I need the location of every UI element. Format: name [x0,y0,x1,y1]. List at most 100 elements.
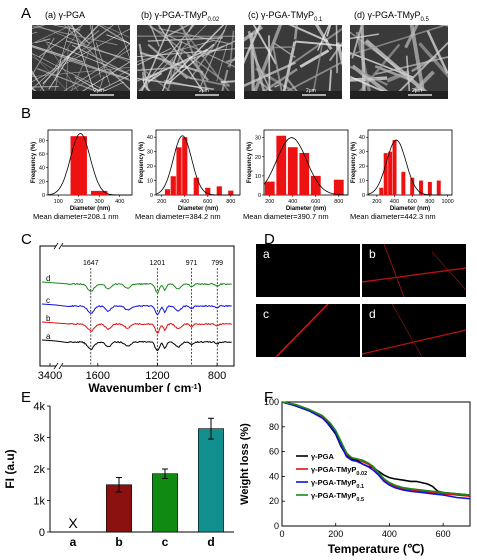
fluorescence-label-d: d [369,307,376,321]
fluorescence-intensity-chart: 0 1k 2k 3k 4k Xa b c d FI (a.u) [3,401,234,549]
sem-fiber [418,42,448,79]
sem-fiber [100,42,130,71]
sem-title-a-main: (a) γ-PGA [45,10,86,20]
sem-fiber [426,30,448,74]
tga-legend-sub-1: 0.02 [356,471,367,477]
ftir-axis-break-gap [56,363,62,369]
histogram-xtick-label: 300 [95,199,104,205]
ftir-xtick-label: 800 [208,370,226,382]
mean-diameter-b: Mean diameter=384.2 nm [135,212,221,221]
sem-fiber [34,38,51,44]
histogram-ytick-label: 0 [42,193,45,199]
histogram-bar [383,153,388,195]
sem-fiber [32,67,130,78]
sem-fiber [149,26,235,68]
sem-title-d-sub: 0.5 [420,16,429,23]
sem-title-a: (a) γ-PGA [45,10,85,20]
histogram-bar [164,189,171,195]
histogram-bar [427,182,432,195]
histogram-bar [310,175,321,195]
tga-legend-sub-2: 0.1 [356,484,364,490]
tga-legend-label-1: γ-PGA-TMyP0.02 [311,465,367,477]
bar-ylabel: FI (a.u) [3,449,17,488]
histogram-ytick-label: 80 [39,138,45,144]
tga-ytick-label: 20 [269,496,279,506]
panel-label-d: D [264,231,275,248]
fluorescence-image-b: b [362,244,466,297]
sem-fiber [227,56,235,68]
histogram-xlabel: Diameter (nm) [390,206,430,212]
ftir-axis-break-gap [56,243,62,249]
sem-fiber [101,25,130,38]
ftir-peak-label: 1647 [83,260,99,267]
histogram-ylabel: Frequency (%) [247,142,253,183]
histogram-xtick-label: 400 [390,199,399,205]
histogram-ytick-label: 20 [147,164,153,170]
sem-fiber [97,25,130,45]
sem-fiber [165,47,184,95]
sem-fiber [185,76,230,87]
histogram-xtick-label: 100 [54,199,63,205]
ftir-axis-break [58,362,64,370]
sem-fiber [180,25,209,91]
histogram-ytick-label: 20 [39,179,45,185]
tga-ytick-label: 40 [269,471,279,481]
bar-c [152,473,178,533]
sem-fiber [225,58,235,63]
histogram-bar [388,151,393,195]
ftir-frame [39,245,235,367]
histogram-ylabel: Frequency (%) [31,142,37,183]
panel-label-a: A [21,5,32,22]
sem-fiber [32,31,38,34]
bar-ytick-label: 1k [33,496,45,508]
sem-fiber [89,25,101,78]
histogram-xtick-label: 200 [265,199,274,205]
ftir-curve-label-a: a [46,332,51,341]
bar-ytick-label: 3k [33,433,45,445]
sem-fiber [81,74,130,99]
histogram-bar [170,176,176,195]
ftir-xlabel-sup: -1 [191,384,197,391]
sem-image-b: 2μm [137,25,235,99]
sem-fiber [32,28,130,82]
fluorescence-label-b: b [369,247,376,261]
fluorescence-image-d: d [362,304,466,357]
ftir-xlabel-end: ) [198,381,202,392]
sem-scalebar-label: 2μm [412,88,422,94]
histogram-ytick-label: 30 [147,150,153,156]
ftir-xtick-label: 1200 [145,370,169,382]
histogram-bar [410,177,415,195]
histogram-xtick-label: 200 [372,199,381,205]
sem-fiber [404,25,419,49]
histogram-xtick-label: 600 [408,199,417,205]
sem-fiber [294,40,342,47]
sem-fiber [88,25,114,44]
sem-scalebar-label: 2μm [306,88,316,94]
sem-fiber [66,47,69,92]
bar-category-d: d [207,535,214,549]
sem-fiber [350,65,388,86]
histogram-bar [379,187,384,195]
histogram-xtick-label: 800 [226,199,235,205]
tga-ytick-label: 60 [269,447,279,457]
sem-infobar [244,91,342,99]
sem-fiber [71,25,95,91]
tga-series-1 [281,401,471,497]
tga-legend-label-2: γ-PGA-TMyP0.1 [311,478,364,490]
histogram-bar [419,180,424,195]
sem-fiber [187,25,194,33]
histogram-ytick-label: 20 [255,155,261,161]
histogram-ytick-label: 0 [258,193,261,199]
panel-label-b: B [21,105,32,122]
sem-fiber [288,25,329,43]
bar-ytick-label: 0 [39,527,45,539]
sem-fiber [405,55,411,99]
sem-fiber [32,37,55,77]
histogram-bar [287,147,298,195]
fluorescence-image-a: a [256,244,360,297]
panel-label-e: E [21,389,32,406]
sem-fiber [137,45,225,82]
histogram-ytick-label: 10 [147,179,153,185]
tga-series-3 [281,401,471,496]
tga-xtick-label: 600 [436,529,451,539]
